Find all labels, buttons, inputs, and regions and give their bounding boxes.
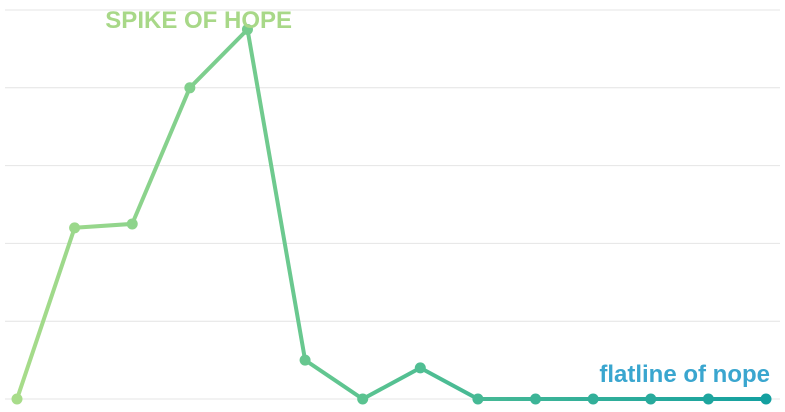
data-point xyxy=(760,393,772,405)
annotation-flatline-label: flatline of nope xyxy=(599,361,770,388)
series-line xyxy=(15,27,768,401)
data-point xyxy=(241,23,253,35)
data-point xyxy=(357,393,369,405)
annotation-spike-label: SPIKE OF HOPE xyxy=(105,7,292,34)
data-point xyxy=(472,393,484,405)
data-point xyxy=(530,393,542,405)
data-point xyxy=(587,393,599,405)
data-point xyxy=(126,218,138,230)
data-point xyxy=(299,354,311,366)
data-point xyxy=(645,393,657,405)
data-point xyxy=(184,82,196,94)
data-point xyxy=(11,393,23,405)
gridlines xyxy=(5,9,780,400)
data-point xyxy=(414,362,426,374)
data-point xyxy=(702,393,714,405)
annotations: SPIKE OF HOPE flatline of nope xyxy=(105,7,770,388)
data-points xyxy=(11,23,772,405)
data-point xyxy=(69,222,81,234)
